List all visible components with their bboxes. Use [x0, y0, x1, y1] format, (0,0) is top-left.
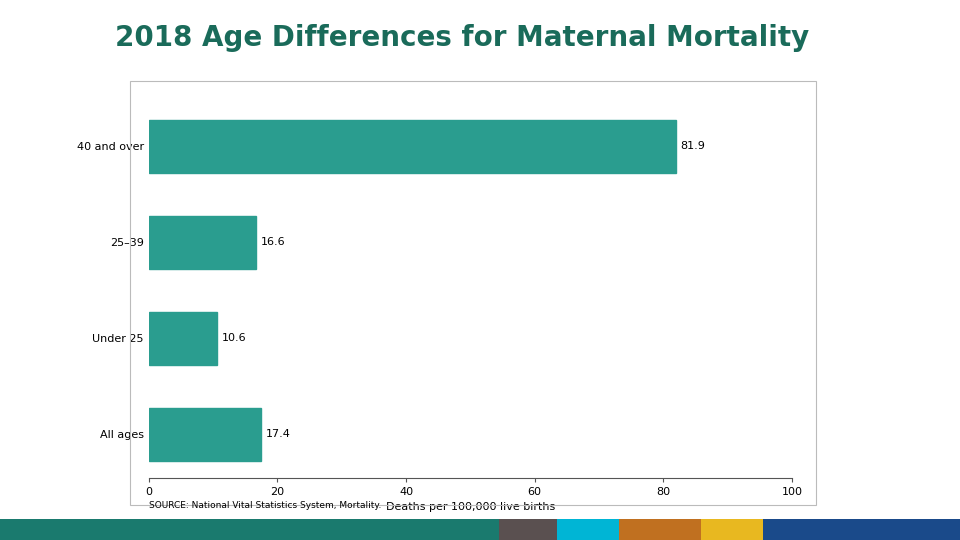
- Bar: [701, 519, 763, 540]
- Bar: [149, 312, 217, 365]
- Bar: [763, 519, 960, 540]
- Bar: [149, 408, 261, 461]
- Text: 81.9: 81.9: [681, 141, 706, 151]
- Text: SOURCE: National Vital Statistics System, Mortality.: SOURCE: National Vital Statistics System…: [149, 501, 381, 510]
- Bar: [619, 519, 701, 540]
- Bar: [557, 519, 619, 540]
- Bar: [149, 120, 676, 172]
- Text: 2018 Age Differences for Maternal Mortality: 2018 Age Differences for Maternal Mortal…: [115, 24, 809, 52]
- Bar: [499, 519, 557, 540]
- Text: 10.6: 10.6: [222, 333, 247, 343]
- Text: 17.4: 17.4: [266, 429, 291, 440]
- Bar: [149, 216, 255, 268]
- Text: 16.6: 16.6: [261, 237, 285, 247]
- Bar: [0, 519, 499, 540]
- X-axis label: Deaths per 100,000 live births: Deaths per 100,000 live births: [386, 503, 555, 512]
